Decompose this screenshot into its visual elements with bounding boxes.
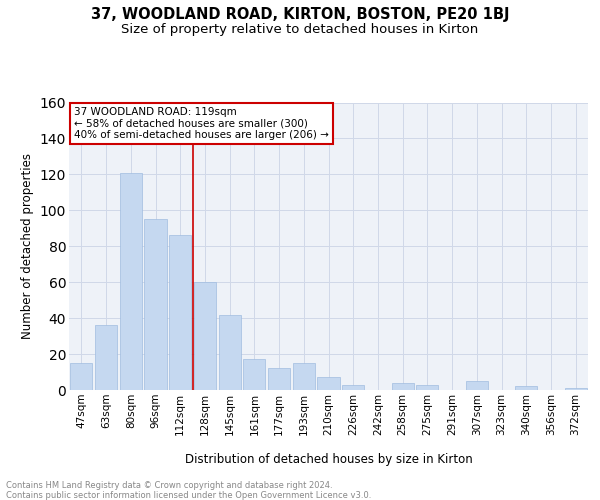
Text: Contains HM Land Registry data © Crown copyright and database right 2024.
Contai: Contains HM Land Registry data © Crown c… — [6, 480, 371, 500]
Bar — [119, 172, 142, 390]
Text: Size of property relative to detached houses in Kirton: Size of property relative to detached ho… — [121, 22, 479, 36]
Text: 37, WOODLAND ROAD, KIRTON, BOSTON, PE20 1BJ: 37, WOODLAND ROAD, KIRTON, BOSTON, PE20 … — [91, 8, 509, 22]
Bar — [317, 378, 340, 390]
Bar — [293, 363, 315, 390]
Bar — [342, 384, 364, 390]
Bar — [70, 363, 92, 390]
Bar — [169, 236, 191, 390]
Bar — [392, 383, 414, 390]
Text: Distribution of detached houses by size in Kirton: Distribution of detached houses by size … — [185, 452, 473, 466]
Bar — [218, 314, 241, 390]
Text: 37 WOODLAND ROAD: 119sqm
← 58% of detached houses are smaller (300)
40% of semi-: 37 WOODLAND ROAD: 119sqm ← 58% of detach… — [74, 107, 329, 140]
Bar — [565, 388, 587, 390]
Bar — [243, 360, 265, 390]
Bar — [95, 326, 117, 390]
Bar — [194, 282, 216, 390]
Bar — [466, 381, 488, 390]
Y-axis label: Number of detached properties: Number of detached properties — [21, 153, 34, 340]
Bar — [145, 220, 167, 390]
Bar — [268, 368, 290, 390]
Bar — [416, 384, 439, 390]
Bar — [515, 386, 538, 390]
